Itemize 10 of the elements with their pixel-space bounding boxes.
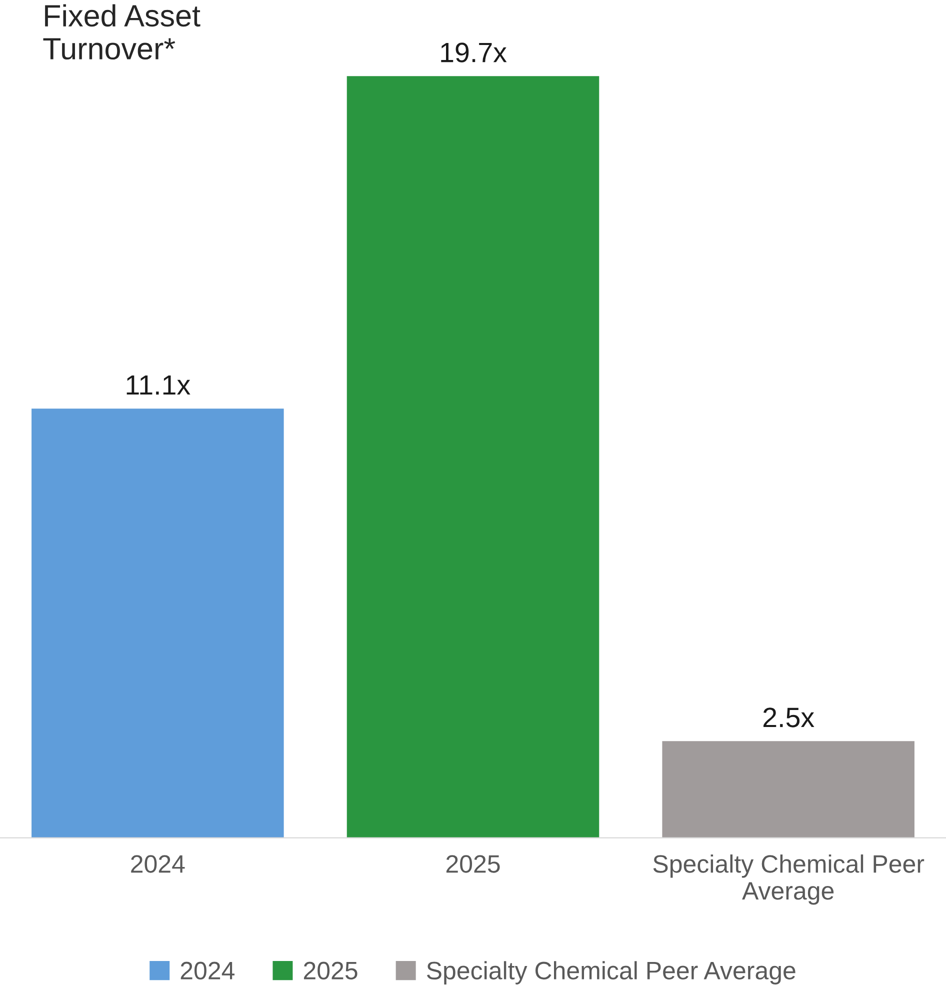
data-label: 11.1x [126, 375, 190, 395]
x-tick-label: 2024 [131, 855, 185, 873]
legend-label: 2025 [304, 962, 358, 980]
chart-title: Fixed Asset Turnover* [43, 4, 200, 60]
data-label: 19.7x [441, 42, 507, 62]
x-tick-label: Specialty Chemical Peer Average [653, 854, 924, 905]
legend-label: Specialty Chemical Peer Average [426, 961, 796, 984]
legend-label: 2024 [180, 962, 234, 980]
x-tick-label: 2025 [446, 855, 500, 873]
data-label: 2.5x [763, 708, 814, 728]
